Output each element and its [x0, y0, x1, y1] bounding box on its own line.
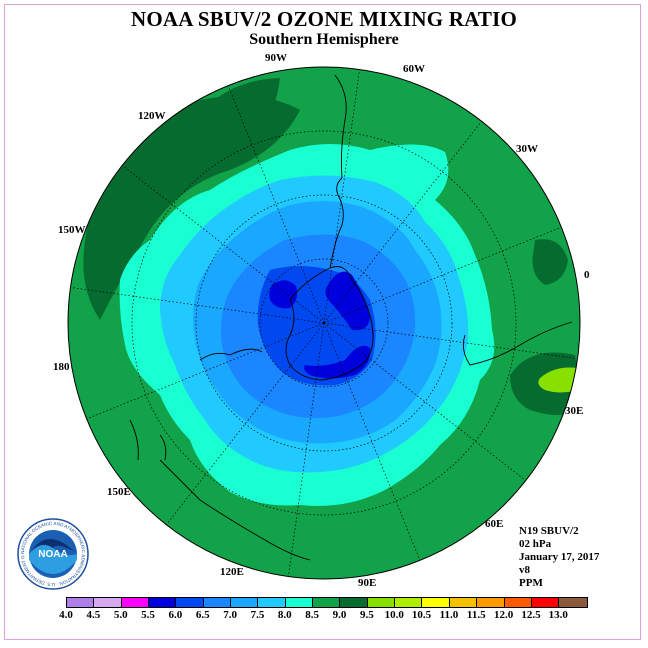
antarctic-peninsula	[329, 177, 344, 269]
australia-coast	[159, 459, 311, 561]
map-boundary	[67, 66, 581, 580]
colorbar-tick-label: 7.5	[250, 609, 265, 621]
colorbar-tick-label: 9.5	[359, 609, 374, 621]
colorbar-segment	[477, 598, 505, 607]
lon-label-120e: 120E	[220, 566, 244, 578]
colorbar-segment	[149, 598, 177, 607]
lon-label-90e: 90E	[358, 577, 377, 589]
lon-label-150e: 150E	[107, 486, 131, 498]
graticule	[131, 130, 517, 516]
colorbar-segment	[559, 598, 587, 607]
logo-wave	[29, 545, 77, 574]
colorbar-segment	[340, 598, 368, 607]
colorbar-tick-label: 10.0	[384, 609, 404, 621]
colorbar-segment	[504, 598, 532, 607]
coastlines	[129, 74, 573, 561]
pressure-label: 02 hPa	[519, 538, 552, 550]
antarctica-coast	[285, 266, 374, 381]
south-pole-marker	[322, 321, 326, 325]
field-9.5-maximum	[538, 367, 578, 393]
satellite-label: N19 SBUV/2	[519, 525, 579, 537]
africa-coast	[462, 321, 573, 366]
colorbar-tick-label: 13.0	[548, 609, 568, 621]
colorbar-tick-label: 4.5	[86, 609, 101, 621]
colorbar-ticks: 4.0 4.5 5.0 5.5 6.0 6.5 7.0 7.5 8.0 8.5 9.0 9.5 10.0…	[52, 609, 612, 623]
colorbar-tick-label: 5.5	[141, 609, 155, 621]
colorbar-segment	[422, 598, 450, 607]
latitude-circle	[259, 258, 389, 388]
colorbar-tick-label: 4.0	[59, 609, 73, 621]
field-9.0-patch-n	[205, 78, 280, 141]
field-5.5-minimum-north	[325, 271, 370, 331]
ross-ice-shelf	[199, 348, 263, 361]
field-5.5-minimum-south	[304, 345, 371, 379]
latitude-circle	[195, 194, 453, 452]
map-subtitle: Southern Hemisphere	[249, 31, 399, 48]
colorbar-tick-label: 8.5	[305, 609, 320, 621]
map-title: NOAA SBUV/2 OZONE MIXING RATIO	[131, 7, 517, 31]
colorbar-tick-label: 10.5	[411, 609, 432, 621]
logo-bird	[31, 539, 75, 552]
lon-label-60w: 60W	[403, 63, 425, 75]
lon-label-150w: 150W	[58, 224, 86, 236]
colorbar-segment	[94, 598, 122, 607]
colorbar-segment	[231, 598, 259, 607]
colorbar-segment	[285, 598, 314, 607]
colorbar-tick-label: 12.0	[493, 609, 514, 621]
colorbar-segment	[203, 598, 232, 607]
colorbar-tick-label: 9.0	[332, 609, 347, 621]
latitude-circle	[131, 130, 517, 516]
colorbar	[66, 597, 588, 608]
south-america-coast	[334, 74, 347, 179]
lon-label-0: 0	[584, 269, 590, 281]
field-9.0-patch-ne	[532, 239, 568, 285]
colorbar-segment	[531, 598, 560, 607]
units-label: PPM	[519, 577, 543, 589]
ozone-field	[68, 67, 580, 579]
colorbar-segment	[313, 598, 341, 607]
colorbar-tick-label: 8.0	[277, 609, 292, 621]
colorbar-tick-label: 6.0	[168, 609, 183, 621]
colorbar-segment	[258, 598, 286, 607]
field-5.5-minimum-west	[269, 280, 298, 309]
colorbar-segment	[121, 598, 150, 607]
colorbar-tick-label: 12.5	[521, 609, 541, 621]
lon-label-90w: 90W	[265, 52, 287, 64]
colorbar-tick-label: 6.5	[195, 609, 210, 621]
lon-label-30w: 30W	[516, 143, 538, 155]
new-zealand-coast	[129, 419, 167, 461]
info-block: N19 SBUV/2 02 hPa January 17, 2017 v8 PP…	[519, 525, 599, 590]
colorbar-segment	[367, 598, 396, 607]
logo-text: NOAA	[38, 549, 67, 560]
noaa-logo: NATIONAL OCEANIC AND ATMOSPHERIC ADMINIS…	[17, 518, 89, 590]
colorbar-segment	[67, 598, 95, 607]
colorbar-segment	[176, 598, 204, 607]
version-label: v8	[519, 564, 530, 576]
lon-label-60e: 60E	[485, 518, 504, 530]
colorbar-segment	[395, 598, 423, 607]
lon-label-30e: 30E	[565, 405, 584, 417]
colorbar-tick-label: 5.0	[113, 609, 128, 621]
date-label: January 17, 2017	[519, 551, 600, 563]
field-9.0-patch-nw	[83, 95, 300, 320]
colorbar-tick-label: 7.0	[223, 609, 237, 621]
colorbar-tick-label: 11.0	[439, 609, 459, 621]
colorbar-segment	[449, 598, 478, 607]
lon-label-180: 180	[53, 361, 70, 373]
colorbar-tick-label: 11.5	[466, 609, 486, 621]
lon-label-120w: 120W	[138, 110, 166, 122]
